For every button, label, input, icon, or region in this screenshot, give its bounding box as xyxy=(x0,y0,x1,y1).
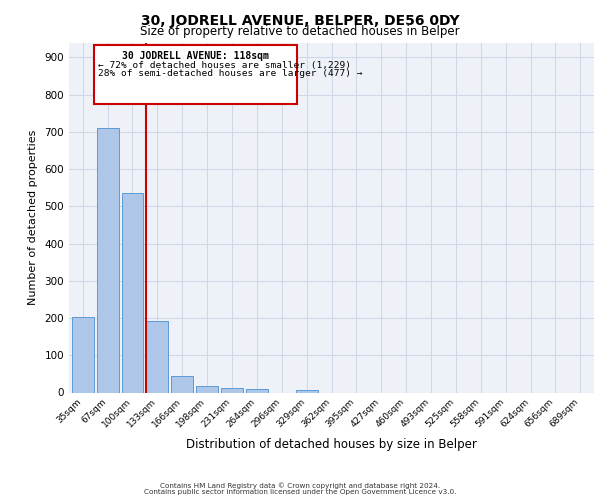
Text: 28% of semi-detached houses are larger (477) →: 28% of semi-detached houses are larger (… xyxy=(98,68,362,78)
FancyBboxPatch shape xyxy=(94,46,296,104)
Text: 30 JODRELL AVENUE: 118sqm: 30 JODRELL AVENUE: 118sqm xyxy=(122,50,269,60)
Text: ← 72% of detached houses are smaller (1,229): ← 72% of detached houses are smaller (1,… xyxy=(98,61,350,70)
Text: Contains HM Land Registry data © Crown copyright and database right 2024.: Contains HM Land Registry data © Crown c… xyxy=(160,482,440,489)
Bar xyxy=(171,376,193,392)
Bar xyxy=(121,192,143,392)
Bar xyxy=(296,390,317,392)
Bar xyxy=(146,320,168,392)
Bar xyxy=(196,386,218,392)
Bar xyxy=(72,317,94,392)
Bar xyxy=(246,389,268,392)
Text: Size of property relative to detached houses in Belper: Size of property relative to detached ho… xyxy=(140,25,460,38)
Bar xyxy=(97,128,119,392)
Bar xyxy=(221,388,243,392)
Text: Contains public sector information licensed under the Open Government Licence v3: Contains public sector information licen… xyxy=(144,489,456,495)
Y-axis label: Number of detached properties: Number of detached properties xyxy=(28,130,38,305)
Text: 30, JODRELL AVENUE, BELPER, DE56 0DY: 30, JODRELL AVENUE, BELPER, DE56 0DY xyxy=(140,14,460,28)
X-axis label: Distribution of detached houses by size in Belper: Distribution of detached houses by size … xyxy=(186,438,477,451)
